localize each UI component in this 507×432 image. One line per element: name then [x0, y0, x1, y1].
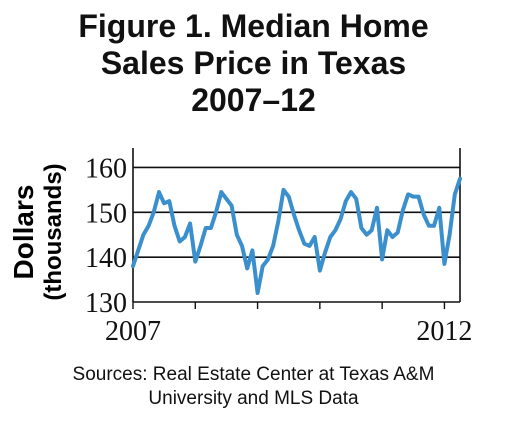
data-point [173, 224, 176, 227]
plot-area [131, 176, 462, 295]
data-point [433, 224, 435, 227]
gridlines [132, 148, 461, 309]
data-point [168, 200, 171, 202]
data-point [396, 231, 399, 234]
data-point [142, 233, 145, 236]
data-point [178, 240, 181, 243]
data-point [272, 245, 274, 247]
data-point [339, 218, 342, 220]
data-point [345, 200, 347, 202]
data-point [230, 204, 233, 207]
data-point [329, 236, 332, 238]
data-point [459, 177, 461, 180]
data-point [303, 242, 306, 245]
x-tick-label: 2007 [105, 316, 161, 347]
data-point [163, 202, 165, 205]
data-point [256, 292, 259, 294]
y-tick-label: 150 [85, 198, 127, 229]
data-point [277, 220, 280, 223]
data-point [194, 260, 197, 263]
source-line-2: University and MLS Data [148, 388, 359, 409]
data-point [438, 207, 441, 209]
data-point [334, 229, 337, 232]
data-point [184, 236, 186, 238]
y-tick-label: 160 [85, 153, 127, 184]
source-note: Sources: Real Estate Center at Texas A&M… [0, 363, 507, 411]
data-point [251, 249, 254, 252]
data-point [443, 263, 446, 265]
data-point [220, 191, 223, 193]
data-point [267, 258, 269, 261]
x-tick-label: 2012 [416, 316, 472, 347]
chart-title-line-3: 2007–12 [191, 82, 316, 118]
data-point [355, 198, 357, 200]
data-point [189, 222, 191, 225]
data-point [236, 233, 238, 236]
data-point [132, 265, 134, 267]
data-point [428, 224, 430, 227]
data-point [246, 267, 248, 270]
y-axis-label: Dollars (thousands) [8, 163, 67, 300]
data-point [210, 227, 212, 229]
data-point [412, 195, 415, 198]
data-point [417, 195, 420, 198]
data-point [360, 227, 363, 229]
y-tick-labels: 130 140 150 160 [85, 153, 127, 319]
y-tick-label: 130 [85, 288, 127, 319]
x-tick-labels: 2007 2012 [105, 316, 472, 347]
data-point [448, 233, 451, 236]
data-point [308, 245, 311, 247]
y-tick-label: 140 [85, 243, 127, 274]
data-point [313, 236, 316, 238]
data-point [376, 207, 378, 209]
data-point [152, 211, 155, 214]
data-point [370, 229, 373, 232]
data-point [365, 233, 368, 236]
data-point [241, 245, 243, 247]
data-point [282, 189, 285, 191]
data-point [381, 258, 383, 261]
y-axis-label-line-1: Dollars [8, 185, 39, 280]
series-line [131, 176, 462, 295]
y-axis-label-line-2: (thousands) [40, 163, 67, 300]
data-point [225, 198, 228, 200]
data-point [199, 245, 202, 247]
chart-title-line-1: Figure 1. Median Home [78, 8, 429, 44]
data-point [454, 193, 456, 196]
data-point [261, 265, 264, 267]
data-point [147, 224, 150, 227]
data-point [422, 213, 425, 216]
data-point [215, 211, 217, 214]
data-point [386, 229, 389, 232]
data-point [391, 236, 394, 238]
source-line-1: Sources: Real Estate Center at Texas A&M [72, 364, 435, 385]
data-point [137, 249, 139, 252]
data-point [324, 251, 326, 254]
chart-title-line-2: Sales Price in Texas [100, 45, 407, 81]
data-point [319, 269, 321, 272]
data-point [298, 229, 300, 232]
data-point [158, 191, 160, 193]
data-point [350, 191, 352, 193]
chart-title: Figure 1. Median Home Sales Price in Tex… [0, 8, 507, 119]
data-point [287, 195, 290, 198]
data-point [402, 209, 404, 211]
data-point [204, 227, 207, 229]
data-point [407, 193, 409, 196]
data-point [293, 213, 295, 216]
